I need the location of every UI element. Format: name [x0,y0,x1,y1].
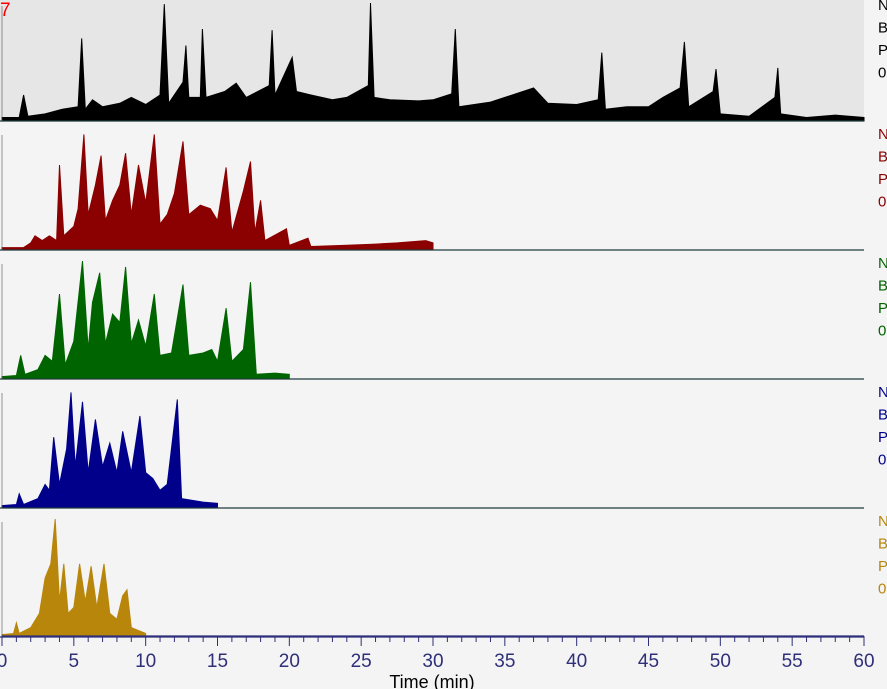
series-3-legend-line-3: P [878,300,887,317]
series-5-legend-line-3: P [878,558,887,575]
x-tick-label: 35 [494,651,515,672]
x-tick-label: 60 [853,651,874,672]
x-tick-label: 50 [710,651,731,672]
series-2-legend-line-3: P [878,171,887,188]
series-4-legend-line-1: N [878,384,887,401]
x-axis: 0 5 10 15 20 25 30 35 40 45 50 55 60 [0,635,875,672]
series-2-trace [1,134,434,251]
series-1-legend-line-4: 0 [878,65,886,82]
x-axis-title: Time (min) [389,672,474,689]
series-3-legend-line-2: B [878,278,887,295]
x-tick-label: 45 [638,651,659,672]
series-1-legend-line-1: N [878,0,887,14]
series-5-legend-line-1: N [878,513,887,530]
x-tick-label: 20 [279,651,300,672]
series-5-legend-line-2: B [878,536,887,553]
series-1-legend-line-3: P [878,42,887,59]
series-2-legend-line-2: B [878,149,887,166]
series-1-trace [1,2,865,122]
series-3-trace [1,260,290,380]
series-3-legend-line-1: N [878,255,887,272]
x-tick-label: 40 [566,651,587,672]
series-4-legend-line-3: P [878,429,887,446]
series-5-trace [1,518,147,638]
series-4-legend-line-4: 0 [878,452,886,469]
series-2-legend-line-4: 0 [878,194,886,211]
corner-mark: 7 [0,0,11,21]
x-tick-label: 30 [422,651,443,672]
series-2-legend-line-1: N [878,126,887,143]
series-4-trace [1,392,218,509]
series-1-legend-line-2: B [878,20,887,37]
chromatogram-panels [0,0,865,638]
x-tick-label: 15 [207,651,228,672]
x-tick-label: 5 [69,651,80,672]
series-5-legend-line-4: 0 [878,581,886,598]
x-tick-label: 25 [351,651,372,672]
x-tick-label: 0 [0,651,7,672]
series-4-legend-line-2: B [878,407,887,424]
series-3-legend-line-4: 0 [878,323,886,340]
x-tick-label: 10 [135,651,156,672]
x-tick-label: 55 [782,651,803,672]
